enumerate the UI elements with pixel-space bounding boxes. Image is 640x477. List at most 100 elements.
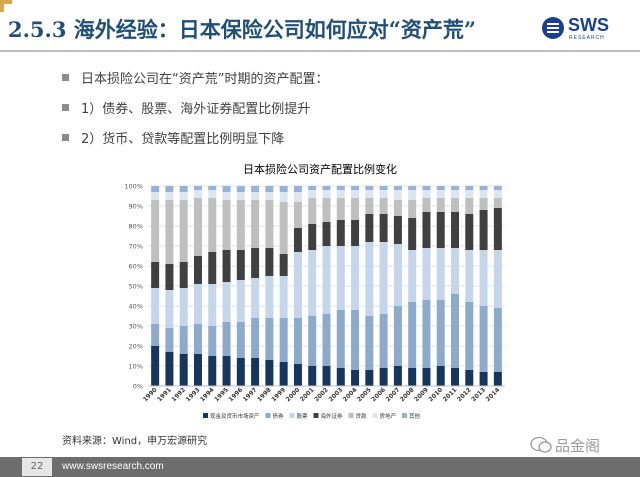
bar-segment: [422, 186, 431, 190]
x-tick-label: 1993: [185, 386, 202, 403]
bar-segment: [165, 290, 174, 328]
bar-segment: [408, 250, 417, 302]
bar-segment: [265, 192, 274, 200]
bar-segment: [493, 372, 502, 386]
bar-segment: [251, 186, 260, 192]
bar-segment: [422, 212, 431, 248]
bar-segment: [293, 364, 302, 386]
y-tick-label: 90%: [129, 203, 143, 211]
bar-segment: [351, 370, 360, 386]
bar-segment: [336, 246, 345, 310]
bar-segment: [208, 326, 217, 356]
bar-segment: [265, 186, 274, 192]
bar-segment: [465, 198, 474, 214]
x-tick-label: 2014: [485, 386, 502, 403]
footer-bar: [0, 457, 640, 477]
bar-segment: [365, 370, 374, 386]
bar-segment: [279, 254, 288, 276]
bar-segment: [351, 190, 360, 198]
bar-segment: [308, 366, 317, 386]
bar-segment: [393, 244, 402, 306]
bar-segment: [379, 368, 388, 386]
bullet-square-icon: [62, 104, 69, 111]
legend-label: 房地产: [380, 412, 397, 420]
bar-segment: [236, 322, 245, 358]
bar-segment: [365, 198, 374, 214]
bar-segment: [236, 358, 245, 386]
chart-bars: [151, 186, 502, 386]
bar-segment: [436, 248, 445, 300]
x-tick-label: 2001: [299, 386, 316, 403]
bar-segment: [222, 250, 231, 282]
y-tick-label: 60%: [129, 263, 143, 271]
bar-segment: [379, 190, 388, 198]
bar-segment: [465, 302, 474, 370]
bar-segment: [408, 190, 417, 200]
bar-segment: [151, 186, 160, 192]
bar-segment: [351, 310, 360, 370]
legend-swatch: [313, 413, 319, 418]
bar-segment: [179, 354, 188, 386]
bullet-text: 1）债券、股票、海外证券配置比例提升: [81, 102, 311, 117]
bar-segment: [251, 192, 260, 200]
slide-title: 2.5.3 海外经验：日本保险公司如何应对“资产荒”: [8, 17, 476, 42]
x-tick-label: 2008: [399, 386, 416, 403]
bar-segment: [379, 214, 388, 242]
bullet-square-icon: [62, 134, 69, 141]
bar-segment: [393, 216, 402, 244]
bar-segment: [451, 198, 460, 212]
legend-label: 其他: [409, 412, 421, 420]
bar-segment: [379, 186, 388, 190]
title-divider: [0, 50, 640, 52]
bar-segment: [151, 346, 160, 386]
bullet-square-icon: [62, 74, 69, 81]
bar-segment: [465, 250, 474, 302]
bar-segment: [279, 186, 288, 192]
bar-segment: [308, 224, 317, 250]
bar-segment: [251, 318, 260, 358]
bar-segment: [193, 256, 202, 284]
website-link[interactable]: www.swsresearch.com: [62, 461, 164, 472]
legend-item: 股票: [289, 413, 308, 420]
y-tick-label: 30%: [129, 323, 143, 331]
bar-segment: [436, 300, 445, 366]
legend-item: 贷款: [348, 412, 368, 420]
bar-segment: [293, 202, 302, 228]
bar-segment: [493, 250, 502, 308]
bar-segment: [465, 214, 474, 250]
bar-segment: [179, 186, 188, 192]
legend-label: 贷款: [356, 412, 368, 420]
bar-segment: [165, 192, 174, 200]
bar-segment: [479, 186, 488, 190]
bar-segment: [251, 278, 260, 318]
bullet-2: 1）债券、股票、海外证券配置比例提升: [62, 98, 310, 117]
y-tick-label: 10%: [129, 363, 143, 371]
legend-swatch: [289, 413, 295, 418]
bar-segment: [322, 366, 331, 386]
bar-segment: [479, 198, 488, 210]
bar-segment: [351, 198, 360, 220]
chart-legend: 现金及货币市场资产 债券 股票 海外证券 贷款 房地产 其他: [203, 412, 421, 420]
bar-segment: [379, 198, 388, 214]
bar-segment: [293, 318, 302, 364]
bar-segment: [393, 190, 402, 200]
bar-segment: [336, 310, 345, 368]
bullet-1: 日本损险公司在“资产荒”时期的资产配置：: [62, 68, 328, 87]
bar-segment: [208, 190, 217, 198]
x-tick-label: 2009: [413, 386, 430, 403]
bar-segment: [193, 324, 202, 354]
bar-segment: [479, 306, 488, 372]
page-number: 22: [22, 458, 52, 476]
bar-segment: [265, 360, 274, 386]
bar-segment: [165, 352, 174, 386]
bar-segment: [308, 190, 317, 198]
bar-segment: [351, 220, 360, 246]
x-tick-label: 2013: [470, 386, 487, 403]
bar-segment: [308, 316, 317, 366]
bar-segment: [193, 354, 202, 386]
bar-segment: [436, 190, 445, 198]
brand-logo: SWS RESEARCH: [541, 15, 631, 45]
y-tick-label: 50%: [129, 283, 143, 291]
legend-item: 海外证券: [313, 412, 343, 420]
